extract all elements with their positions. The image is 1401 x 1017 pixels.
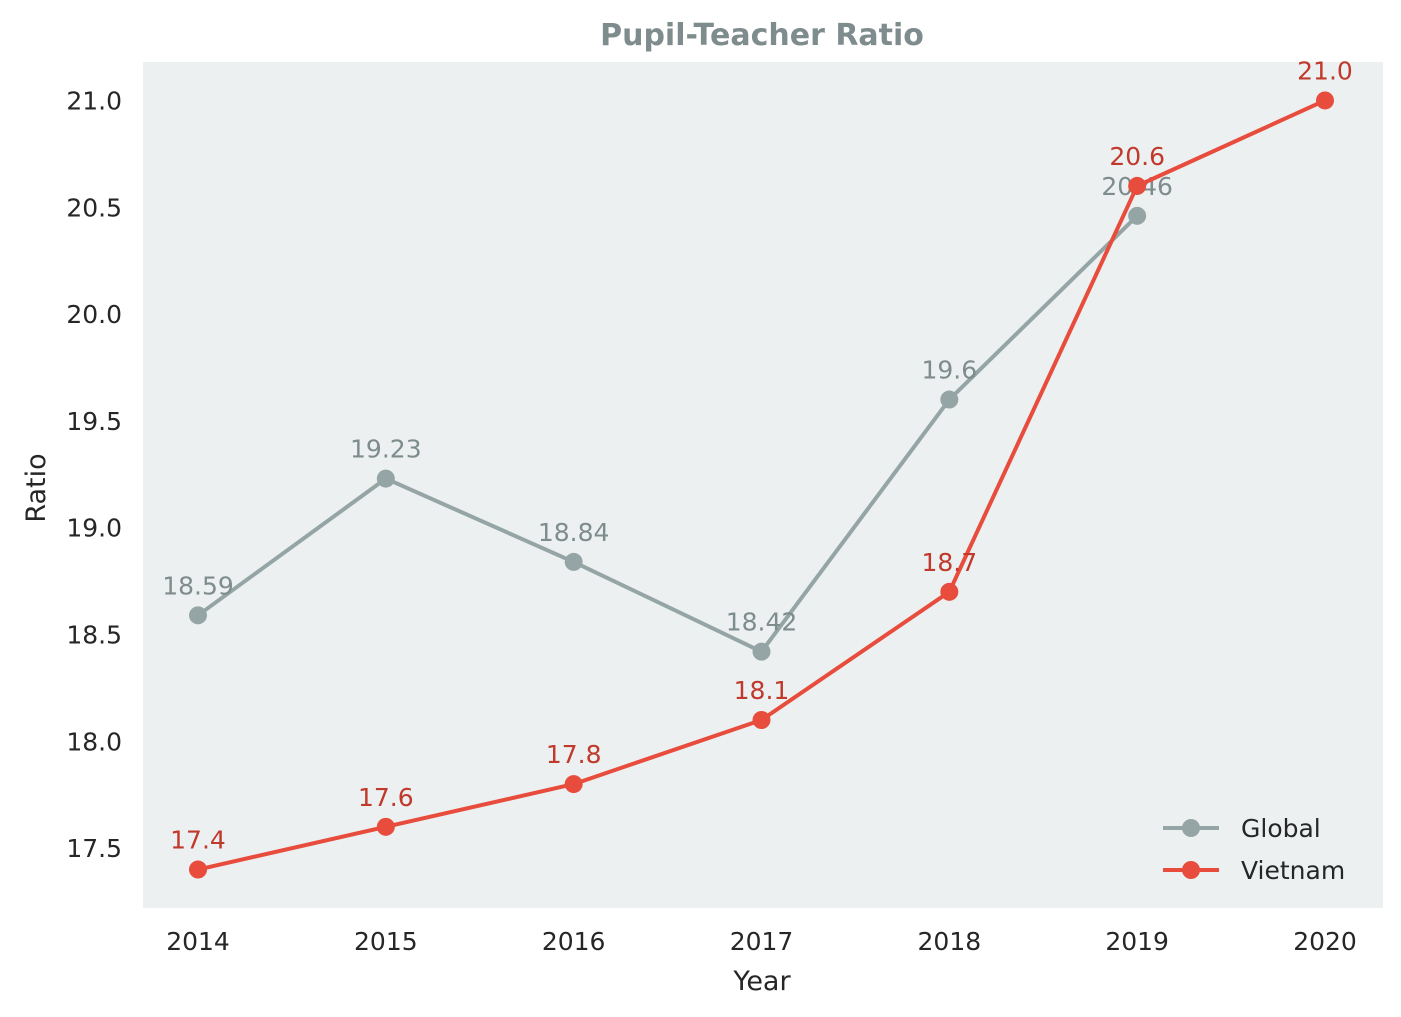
y-tick-label: 18.0 [66,727,122,756]
legend-marker-global [1182,819,1200,837]
x-axis-label: Year [732,966,791,997]
x-tick-label-2019: 2019 [1105,927,1169,956]
data-label-vietnam: 21.0 [1297,56,1353,85]
data-point-vietnam [564,775,583,794]
data-label-vietnam: 18.1 [734,676,790,705]
y-tick-label: 19.5 [66,407,122,436]
data-point-global [376,469,395,488]
data-label-vietnam: 17.8 [546,740,602,769]
x-tick-label-2017: 2017 [730,927,794,956]
data-point-vietnam [376,817,395,836]
data-point-vietnam [752,711,771,729]
y-axis-label: Ratio [21,453,52,522]
data-point-vietnam [1128,176,1147,195]
data-label-global: 18.42 [726,608,798,637]
data-label-global: 18.59 [162,571,234,600]
data-label-global: 18.84 [538,518,610,547]
chart-title: Pupil-Teacher Ratio [600,18,924,53]
data-label-global: 19.23 [350,435,422,464]
data-label-vietnam: 18.7 [921,548,977,577]
plot-area [143,62,1383,908]
data-label-vietnam: 17.6 [358,783,414,812]
data-point-global [564,552,583,571]
data-label-vietnam: 20.6 [1109,142,1165,171]
y-tick-label: 19.0 [66,514,122,543]
y-tick-label: 17.5 [66,834,122,863]
series-layer: 18.5919.2318.8418.4219.620.4617.417.617.… [162,56,1353,879]
data-label-vietnam: 17.4 [170,826,226,855]
series-vietnam: 17.4 17.6 17.8 18.1 18.7 20.6 21.0 [170,56,1353,879]
series-line-global [196,214,1139,654]
y-tick-label: 21.0 [66,86,122,115]
data-point-global [1128,206,1147,225]
data-point-vietnam [1316,91,1334,110]
y-tick-labels: 17.5 18.0 18.5 19.0 19.5 20.0 20.5 21.0 [66,86,122,863]
y-tick-label: 20.0 [66,300,122,329]
data-point-global [189,606,207,625]
x-tick-label-2015: 2015 [354,927,418,956]
legend-label-global: Global [1241,814,1321,843]
y-tick-label: 18.5 [66,621,122,650]
data-point-global [940,390,959,409]
legend-label-vietnam: Vietnam [1241,856,1345,885]
x-tick-label-2018: 2018 [918,927,982,956]
x-tick-label-2020: 2020 [1293,927,1357,956]
x-tick-labels: 2014 2015 2016 2017 2018 2019 2020 [166,927,1357,956]
legend-item-global: Global [1163,814,1321,843]
data-point-vietnam [940,582,959,601]
x-tick-label-2014: 2014 [166,927,230,956]
data-point-global [752,642,771,661]
legend-item-vietnam: Vietnam [1163,856,1345,885]
x-tick-label-2016: 2016 [542,927,606,956]
data-point-vietnam [189,860,207,879]
legend: Global Vietnam [1163,814,1345,885]
y-tick-label: 20.5 [66,193,122,222]
legend-marker-vietnam [1182,861,1200,879]
data-label-global: 19.6 [921,356,977,385]
